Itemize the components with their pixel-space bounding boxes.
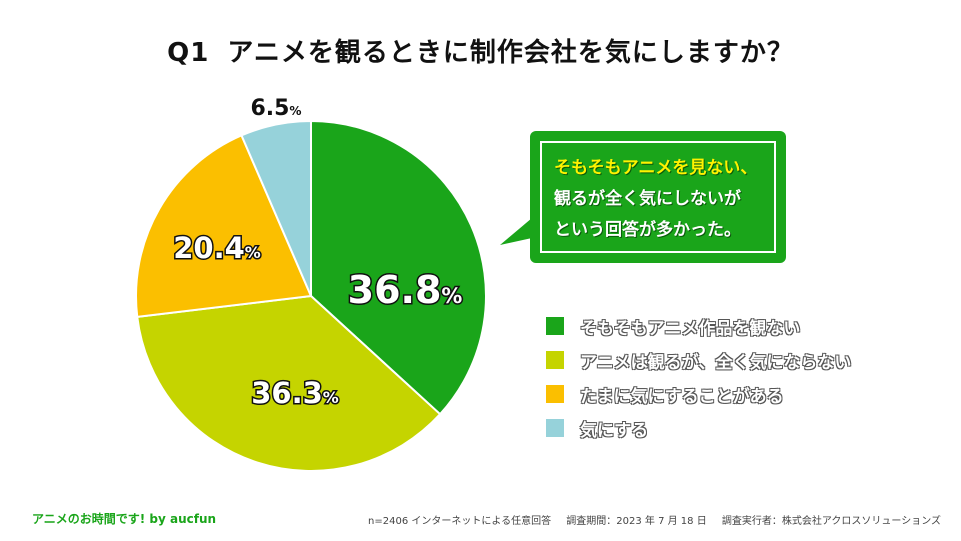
legend-label: アニメは観るが、全く気にならない [580, 352, 852, 373]
pie-slice [240, 119, 312, 297]
slice-percent-label: 20.4% [173, 231, 261, 265]
callout-frame: そもそもアニメを見ない、 観るが全く気にしないが という回答が多かった。 [540, 141, 776, 253]
legend-label: たまに気にすることがある [580, 386, 784, 407]
conductor-note: 調査実行者：株式会社アクロスソリューションズ [721, 516, 941, 527]
legend-label: 気にする [580, 420, 649, 441]
legend-item: たまに気にすることがある [546, 377, 851, 411]
slice-percent-label: 6.5% [250, 96, 301, 121]
legend-swatch [546, 385, 564, 403]
sample-note: n=2406 インターネットによる任意回答 [368, 516, 552, 527]
pie-slice [310, 119, 487, 416]
period-note: 調査期間：2023 年 7 月 18 日 [566, 516, 707, 527]
callout-line-1: そもそもアニメを見ない、 [554, 158, 758, 178]
pie-slice [135, 134, 313, 318]
legend-swatch [546, 419, 564, 437]
slice-percent-label: 36.3% [251, 376, 339, 410]
legend-item: 気にする [546, 411, 851, 445]
brand-label: アニメのお時間です! by aucfun [32, 512, 217, 526]
slice-percent-label: 36.8% [348, 268, 463, 312]
question-number: Q1 [167, 38, 210, 68]
legend: そもそもアニメ作品を観ない アニメは観るが、全く気にならない たまに気にすること… [546, 309, 851, 445]
footnote: n=2406 インターネットによる任意回答 調査期間：2023 年 7 月 18… [356, 512, 941, 527]
legend-label: そもそもアニメ作品を観ない [580, 318, 801, 339]
question-text: アニメを観るときに制作会社を気にしますか？ [227, 38, 794, 68]
legend-item: アニメは観るが、全く気にならない [546, 343, 851, 377]
callout-line-2: 観るが全く気にしないが [554, 189, 741, 209]
legend-item: そもそもアニメ作品を観ない [546, 309, 851, 343]
chart-title: Q1 アニメを観るときに制作会社を気にしますか？ [0, 32, 961, 69]
pie-slice [136, 294, 442, 472]
callout-line-3: という回答が多かった。 [554, 220, 741, 240]
callout-box: そもそもアニメを見ない、 観るが全く気にしないが という回答が多かった。 [530, 131, 786, 263]
legend-swatch [546, 351, 564, 369]
legend-swatch [546, 317, 564, 335]
callout-pointer [500, 218, 532, 245]
